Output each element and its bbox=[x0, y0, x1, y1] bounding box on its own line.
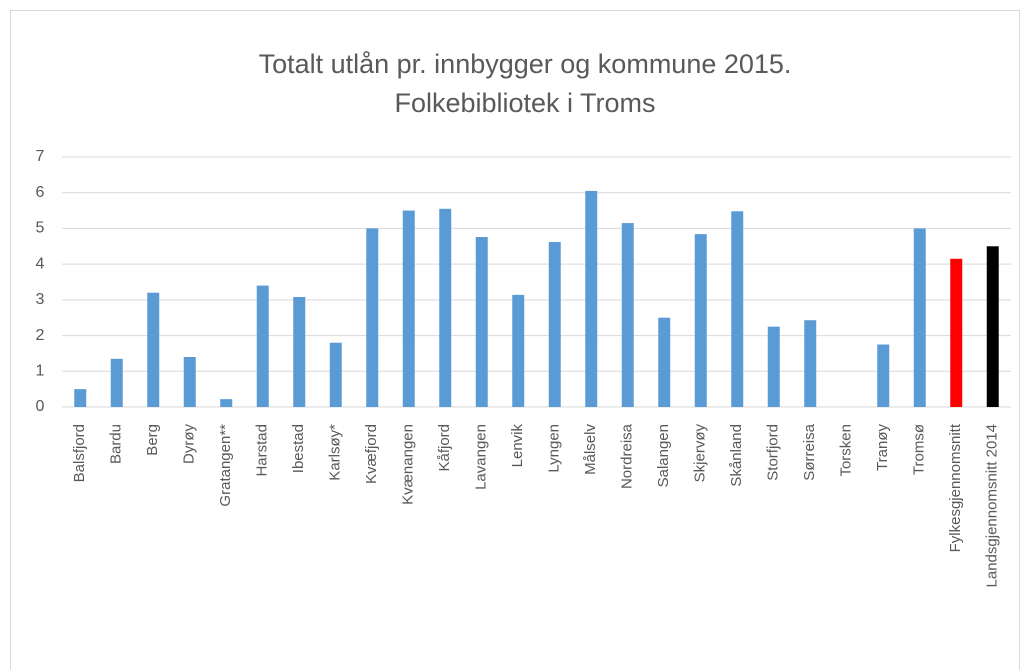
bar bbox=[183, 357, 196, 407]
x-tick-label: Kvænangen bbox=[400, 424, 417, 505]
x-tick-label: Lavangen bbox=[473, 424, 490, 490]
x-tick-label: Målselv bbox=[582, 424, 599, 475]
bar bbox=[110, 358, 123, 407]
bar bbox=[731, 211, 744, 407]
bar bbox=[658, 317, 671, 407]
x-tick-label: Kvæfjord bbox=[363, 424, 380, 484]
x-tick-label: Karlsøy* bbox=[327, 424, 344, 481]
x-tick-label: Gratangen** bbox=[217, 424, 234, 507]
bar bbox=[986, 246, 999, 407]
x-tick-label: Lenvik bbox=[509, 424, 526, 468]
x-tick-label: Balsfjord bbox=[71, 424, 88, 482]
chart-title: Folkebibliotek i Troms bbox=[394, 88, 655, 118]
bar bbox=[366, 228, 379, 407]
x-tick-label: Dyrøy bbox=[181, 424, 198, 464]
y-tick-label: 3 bbox=[36, 291, 45, 308]
bar bbox=[548, 242, 561, 407]
y-tick-label: 2 bbox=[36, 327, 45, 344]
x-tick-label: Tranøy bbox=[874, 424, 891, 471]
x-tick-label: Salangen bbox=[655, 424, 672, 487]
x-tick-label: Nordreisa bbox=[619, 423, 636, 489]
x-tick-label: Bardu bbox=[108, 424, 125, 464]
x-tick-label: Lyngen bbox=[546, 424, 563, 473]
bar bbox=[439, 208, 452, 407]
bar bbox=[694, 234, 707, 407]
y-tick-label: 7 bbox=[36, 148, 45, 165]
x-tick-label: Ibestad bbox=[290, 424, 307, 473]
bar bbox=[913, 228, 926, 407]
y-tick-label: 6 bbox=[36, 184, 45, 201]
y-tick-label: 4 bbox=[36, 255, 45, 272]
bar bbox=[950, 258, 963, 407]
x-tick-label: Fylkesgjennomsnitt bbox=[947, 423, 964, 552]
bar bbox=[220, 399, 233, 407]
x-tick-label: Torsken bbox=[838, 424, 855, 477]
bar bbox=[256, 285, 269, 407]
x-tick-label: Skånland bbox=[728, 424, 745, 487]
y-tick-label: 0 bbox=[36, 398, 45, 415]
bar bbox=[329, 342, 342, 407]
bar bbox=[402, 210, 415, 407]
x-tick-label: Storfjord bbox=[765, 424, 782, 481]
x-tick-label: Tromsø bbox=[911, 424, 928, 475]
x-tick-label: Berg bbox=[144, 424, 161, 456]
x-tick-label: Sørreisa bbox=[801, 423, 818, 480]
bar bbox=[147, 292, 160, 407]
x-tick-label: Skjervøy bbox=[692, 424, 709, 483]
y-tick-label: 1 bbox=[36, 363, 45, 380]
bar bbox=[804, 320, 817, 407]
bar bbox=[621, 223, 634, 407]
bar bbox=[74, 389, 87, 407]
y-tick-label: 5 bbox=[36, 220, 45, 237]
chart-title: Totalt utlån pr. innbygger og kommune 20… bbox=[259, 49, 792, 79]
x-tick-label: Harstad bbox=[254, 424, 271, 477]
x-tick-label: Kåfjord bbox=[436, 424, 453, 472]
bar bbox=[293, 297, 306, 407]
bar bbox=[512, 294, 525, 407]
x-tick-label: Landsgjennomsnitt 2014 bbox=[984, 424, 1001, 587]
bar bbox=[475, 237, 488, 407]
bar bbox=[877, 344, 890, 407]
bar bbox=[585, 190, 598, 407]
bar bbox=[767, 326, 780, 407]
